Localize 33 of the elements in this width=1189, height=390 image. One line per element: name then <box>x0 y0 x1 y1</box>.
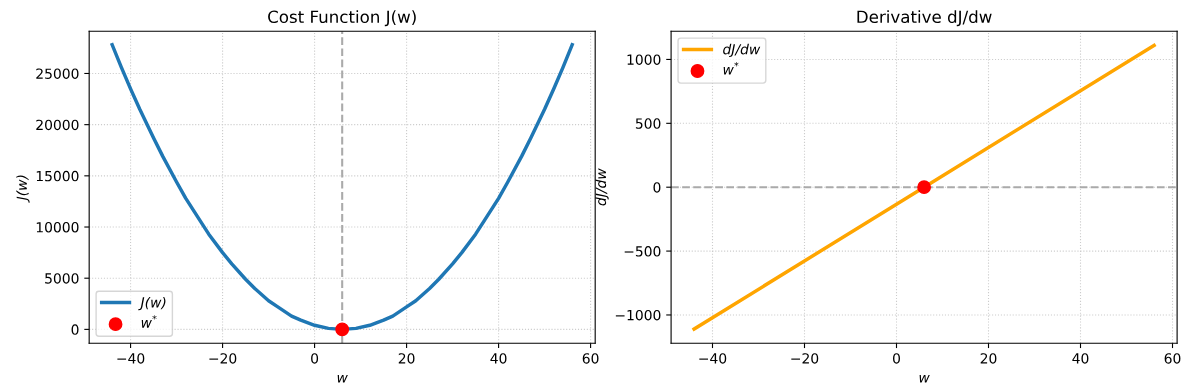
y-axis-title: J(w) <box>16 175 30 203</box>
y-tick-label: 1000 <box>627 54 661 65</box>
x-tick-label: 40 <box>490 353 507 364</box>
x-tick-label: −20 <box>209 353 237 364</box>
legend-label: dJ/dw <box>723 43 761 58</box>
x-tick-label: 40 <box>1072 353 1089 364</box>
legend-label: J(w) <box>138 296 166 311</box>
x-axis-title: w <box>919 374 930 383</box>
y-axis-title: dJ/dw <box>595 168 609 206</box>
x-tick-label: −40 <box>699 353 727 364</box>
y-tick-label: −500 <box>624 246 661 257</box>
x-axis-title: w <box>337 374 348 383</box>
x-tick-label: 60 <box>582 353 599 364</box>
legend-label: w$^{*}$ <box>723 62 739 75</box>
legend-label: w$^{*}$ <box>141 315 157 328</box>
x-tick-label: 20 <box>980 353 997 364</box>
x-tick-label: 20 <box>398 353 415 364</box>
y-tick-label: 20000 <box>36 119 79 131</box>
chart-title: Derivative dJ/dw <box>857 10 992 27</box>
y-tick-label: 5000 <box>45 273 79 284</box>
x-tick-label: 0 <box>893 353 900 364</box>
x-tick-label: 60 <box>1164 353 1181 364</box>
y-tick-label: 500 <box>635 118 661 129</box>
y-tick-label: 15000 <box>36 170 79 182</box>
y-tick-label: 0 <box>71 324 79 335</box>
y-tick-label: 0 <box>653 182 661 193</box>
x-tick-label: −20 <box>791 353 819 364</box>
x-tick-label: 0 <box>311 353 319 364</box>
y-tick-label: −1000 <box>615 309 661 321</box>
y-tick-label: 10000 <box>36 221 79 233</box>
chart-title: Cost Function J(w) <box>268 10 416 27</box>
y-tick-label: 25000 <box>36 68 79 79</box>
x-tick-label: −40 <box>117 353 145 364</box>
